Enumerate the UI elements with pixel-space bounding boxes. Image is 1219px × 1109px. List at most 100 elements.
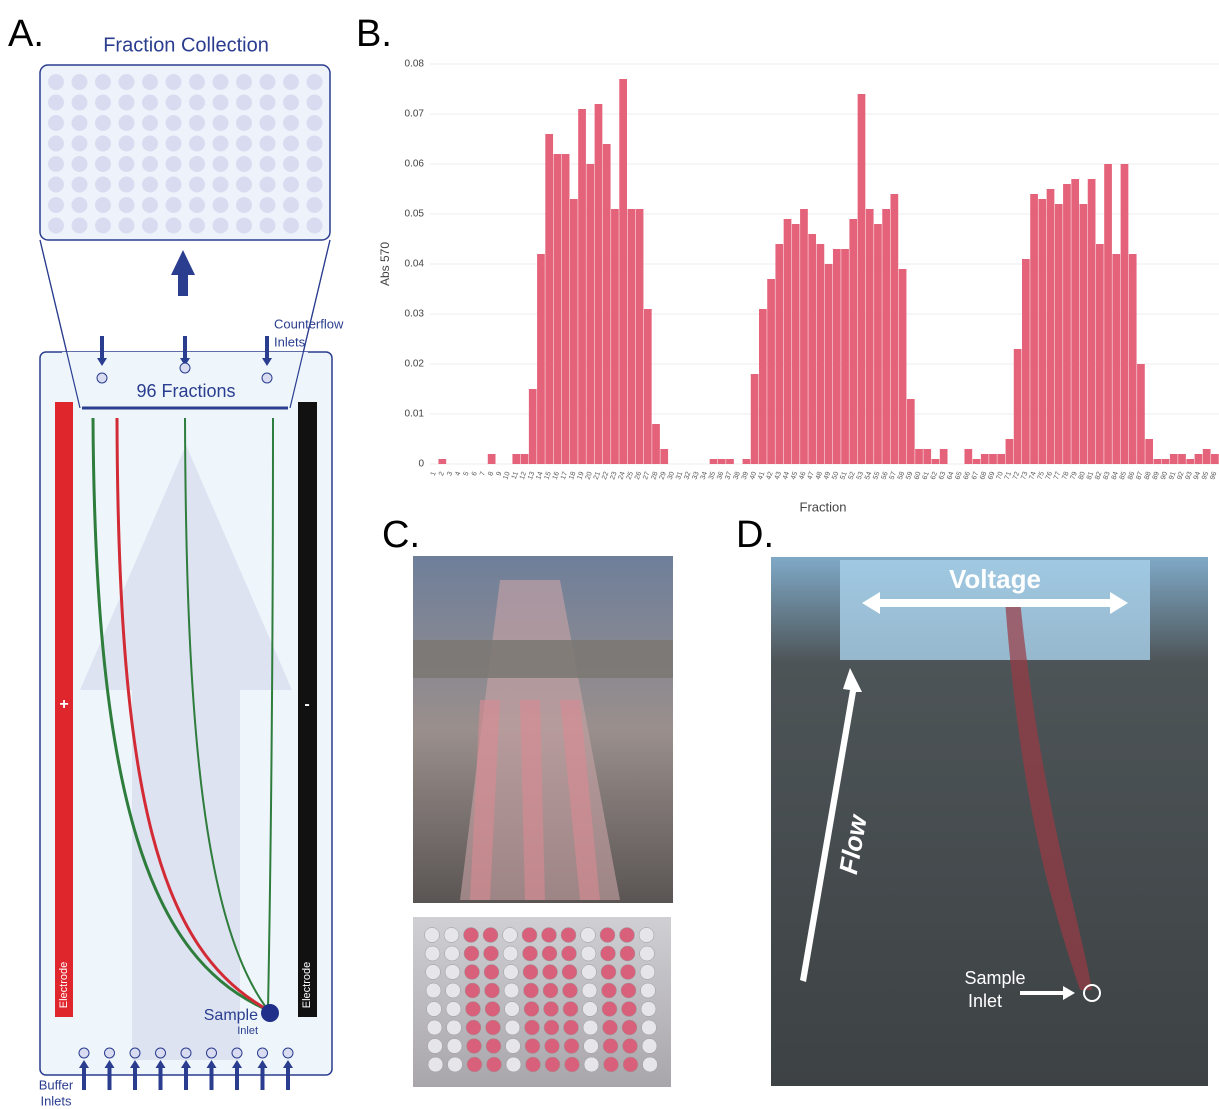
- photo-well: [580, 927, 596, 943]
- photo-well: [524, 1038, 541, 1054]
- buffer-inlet: [282, 1047, 294, 1059]
- photo-well: [544, 1038, 560, 1054]
- photo-well: [522, 964, 539, 980]
- x-tick-label: 39: [741, 471, 750, 481]
- photo-well: [638, 927, 655, 943]
- well: [306, 135, 323, 152]
- well: [236, 197, 252, 213]
- well: [118, 156, 135, 172]
- photo-well: [642, 1056, 658, 1073]
- well: [48, 217, 64, 234]
- well: [95, 94, 111, 111]
- panel-label: C.: [382, 514, 420, 556]
- bar-chart: Abs 570 Fraction 0 0.01 0.02 0.03 0.04 0.05 0.…: [378, 59, 1219, 514]
- well: [48, 197, 64, 213]
- x-tick-label: 89: [1152, 471, 1161, 481]
- well: [118, 74, 135, 90]
- well: [236, 135, 252, 152]
- x-tick-label: 74: [1028, 471, 1037, 481]
- bar: [1030, 194, 1038, 464]
- well: [259, 74, 276, 90]
- photo-well: [619, 927, 635, 943]
- photo-well: [465, 1019, 482, 1036]
- buffer-arrow: [283, 1060, 293, 1090]
- x-tick-label: 12: [519, 471, 528, 481]
- x-tick-label: 2: [438, 471, 446, 477]
- bar: [602, 144, 611, 464]
- bar: [972, 459, 981, 464]
- buffer-inlet: [257, 1047, 268, 1059]
- well: [71, 217, 88, 234]
- bar: [1153, 459, 1162, 464]
- well: [212, 135, 229, 152]
- x-tick-label: 82: [1094, 471, 1103, 481]
- x-tick-label: 86: [1127, 471, 1136, 481]
- well: [165, 197, 182, 213]
- plate: [39, 64, 331, 241]
- photo-well: [502, 945, 519, 962]
- photo-well: [563, 1038, 580, 1054]
- x-tick-label: 27: [642, 471, 651, 481]
- photo-well: [640, 982, 656, 999]
- well: [236, 176, 252, 193]
- x-tick-label: 36: [716, 471, 725, 481]
- well: [212, 156, 229, 172]
- x-tick-label: 1: [430, 471, 438, 477]
- photo-well: [544, 1056, 561, 1073]
- y-tick-label: 0.04: [405, 259, 425, 270]
- bar: [915, 449, 923, 464]
- bar: [578, 109, 586, 464]
- x-tick-label: 63: [938, 471, 947, 481]
- x-tick-label: 79: [1070, 471, 1079, 481]
- x-tick-label: 33: [691, 471, 700, 481]
- x-tick-label: 16: [552, 471, 561, 481]
- x-tick-label: 9: [496, 471, 504, 477]
- photo-well: [563, 1019, 579, 1036]
- bar: [874, 224, 882, 464]
- photo-well: [425, 964, 441, 980]
- bar: [824, 264, 833, 464]
- photo-well: [505, 1038, 521, 1054]
- well: [142, 74, 158, 90]
- bar: [1194, 454, 1203, 464]
- photo-well: [561, 945, 577, 962]
- bar: [528, 389, 537, 464]
- well: [306, 94, 323, 111]
- x-tick-label: 29: [659, 471, 668, 481]
- x-tick-label: 83: [1102, 471, 1111, 481]
- x-tick-label: 84: [1111, 471, 1120, 481]
- x-tick-label: 88: [1144, 471, 1153, 481]
- x-tick-label: 93: [1185, 471, 1194, 481]
- well: [48, 176, 64, 193]
- bar: [1120, 164, 1129, 464]
- photo-well: [503, 982, 520, 999]
- x-tick-label: 71: [1004, 471, 1013, 481]
- x-tick-label: 94: [1193, 471, 1202, 481]
- x-tick-label: 23: [609, 471, 618, 481]
- well: [259, 217, 276, 234]
- photo-well: [640, 1001, 657, 1017]
- panel-label: A.: [8, 13, 44, 55]
- photo-well: [562, 982, 578, 999]
- photo-well: [485, 1019, 501, 1036]
- x-tick-label: 17: [560, 471, 569, 481]
- photo-well: [524, 1019, 540, 1036]
- photo-well: [485, 1038, 502, 1054]
- x-tick-label: 68: [979, 471, 988, 481]
- bar: [1054, 204, 1063, 464]
- photo-well: [504, 1019, 521, 1036]
- bar: [849, 219, 858, 464]
- photo-well: [445, 1001, 462, 1017]
- photo-well: [525, 1056, 541, 1073]
- well: [95, 156, 111, 172]
- electrode-label: Electrode: [58, 962, 70, 1008]
- well: [189, 135, 205, 152]
- well: [165, 217, 182, 234]
- x-tick-label: 87: [1135, 471, 1144, 481]
- photo-well: [602, 1019, 618, 1036]
- bar: [709, 459, 718, 464]
- photo-well: [560, 927, 577, 943]
- photo-well: [466, 1038, 482, 1054]
- well: [71, 74, 88, 90]
- photo-d: Voltage Flow Sample Inlet: [771, 557, 1208, 1086]
